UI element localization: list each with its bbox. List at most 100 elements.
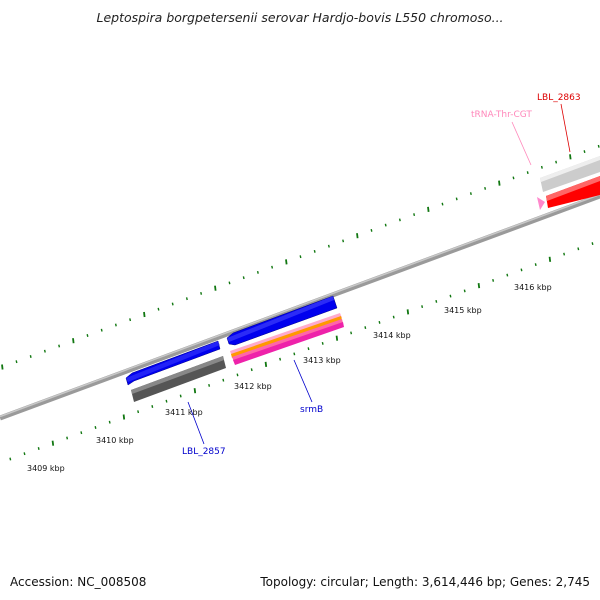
tick-mark — [94, 426, 97, 429]
tick-label-3413: 3413 kbp — [303, 356, 341, 365]
tick-mark — [477, 282, 481, 289]
trna-thr-cgt-marker[interactable] — [537, 197, 545, 210]
tick-mark — [285, 259, 288, 265]
tick-mark — [534, 263, 537, 267]
tick-mark — [506, 273, 509, 277]
tick-mark — [86, 334, 89, 337]
tick-mark — [441, 202, 444, 206]
tick-mark — [327, 244, 330, 248]
tick-mark — [80, 431, 83, 435]
tick-mark — [413, 213, 416, 217]
tick-label-3410: 3410 kbp — [96, 436, 134, 445]
tick-mark — [342, 239, 345, 243]
tick-mark — [356, 233, 359, 239]
tick-mark — [137, 410, 140, 414]
tick-mark — [15, 360, 18, 364]
tick-mark — [43, 349, 46, 353]
tick-mark — [129, 318, 132, 322]
tick-label-3416: 3416 kbp — [514, 283, 552, 292]
tick-mark — [469, 192, 472, 196]
tick-mark — [392, 315, 395, 319]
tick-mark — [540, 165, 543, 169]
tick-label-3409: 3409 kbp — [27, 464, 65, 473]
tick-mark — [421, 305, 424, 309]
tick-mark — [250, 368, 253, 372]
tick-labels: 3409 kbp 3410 kbp 3411 kbp 3412 kbp 3413… — [27, 283, 552, 473]
tick-mark — [214, 285, 217, 291]
label-trna-thr-cgt: tRNA-Thr-CGT — [471, 110, 532, 120]
gene-labels: LBL_2857 srmB tRNA-Thr-CGT LBL_2863 — [182, 93, 581, 457]
gene-lbl-2857[interactable] — [125, 340, 226, 402]
tick-mark — [350, 331, 353, 335]
tick-mark — [179, 394, 182, 398]
tick-mark — [208, 383, 211, 387]
tick-mark — [222, 378, 225, 382]
upper-tick-ring — [1, 144, 600, 370]
tick-mark — [185, 297, 188, 301]
tick-mark — [122, 414, 126, 420]
gene-srmb[interactable] — [226, 295, 344, 365]
chromosome-backbone — [0, 193, 600, 421]
tick-mark — [151, 405, 154, 408]
tick-mark — [9, 457, 12, 461]
tick-mark — [72, 338, 75, 344]
tick-mark — [583, 150, 586, 154]
tick-mark — [591, 242, 594, 246]
tick-mark — [526, 171, 529, 175]
tick-mark — [236, 373, 239, 377]
tick-mark — [66, 436, 69, 440]
tick-label-3411: 3411 kbp — [165, 408, 203, 417]
label-srmb: srmB — [300, 405, 323, 415]
tick-mark — [492, 278, 495, 282]
tick-mark — [271, 265, 274, 269]
tick-mark — [108, 420, 111, 424]
tick-mark — [29, 355, 32, 358]
tick-mark — [520, 268, 523, 272]
tick-mark — [555, 160, 558, 164]
tick-mark — [335, 335, 339, 341]
tick-mark — [264, 361, 268, 368]
tick-mark — [435, 299, 438, 303]
tick-mark — [100, 328, 103, 332]
tick-mark — [157, 307, 160, 311]
tick-mark — [449, 294, 452, 298]
lower-tick-ring — [9, 242, 594, 461]
tick-mark — [51, 440, 55, 446]
tick-mark — [427, 206, 430, 213]
tick-label-3412: 3412 kbp — [234, 382, 272, 391]
tick-mark — [364, 326, 367, 330]
tick-mark — [37, 447, 40, 450]
tick-mark — [321, 341, 324, 345]
gene-lbl-2863[interactable] — [540, 156, 600, 208]
tick-mark — [484, 186, 487, 190]
tick-mark — [307, 347, 310, 351]
tick-mark — [406, 309, 410, 315]
tick-mark — [378, 320, 381, 324]
tick-mark — [279, 357, 282, 361]
tick-mark — [256, 270, 259, 274]
tick-mark — [498, 180, 501, 186]
tick-mark — [299, 255, 302, 259]
tick-mark — [398, 218, 401, 222]
label-lbl-2857: LBL_2857 — [182, 447, 226, 457]
tick-mark — [577, 247, 580, 251]
map-title: Leptospira borgpetersenii serovar Hardjo… — [96, 10, 504, 25]
tick-mark — [165, 399, 168, 403]
label-lbl-2863: LBL_2863 — [537, 93, 581, 103]
tick-mark — [569, 154, 572, 160]
tick-mark — [512, 176, 515, 180]
tick-mark — [384, 223, 387, 227]
tick-mark — [1, 364, 4, 370]
tick-mark — [23, 452, 26, 456]
genome-summary-text: Topology: circular; Length: 3,614,446 bp… — [260, 575, 590, 589]
accession-text: Accession: NC_008508 — [10, 575, 147, 589]
tick-mark — [455, 197, 458, 201]
tick-mark — [293, 352, 296, 356]
tick-mark — [114, 323, 117, 327]
tick-mark — [193, 388, 197, 394]
tick-mark — [228, 281, 231, 285]
tick-mark — [563, 252, 566, 256]
tick-mark — [171, 302, 174, 306]
tick-label-3414: 3414 kbp — [373, 331, 411, 340]
